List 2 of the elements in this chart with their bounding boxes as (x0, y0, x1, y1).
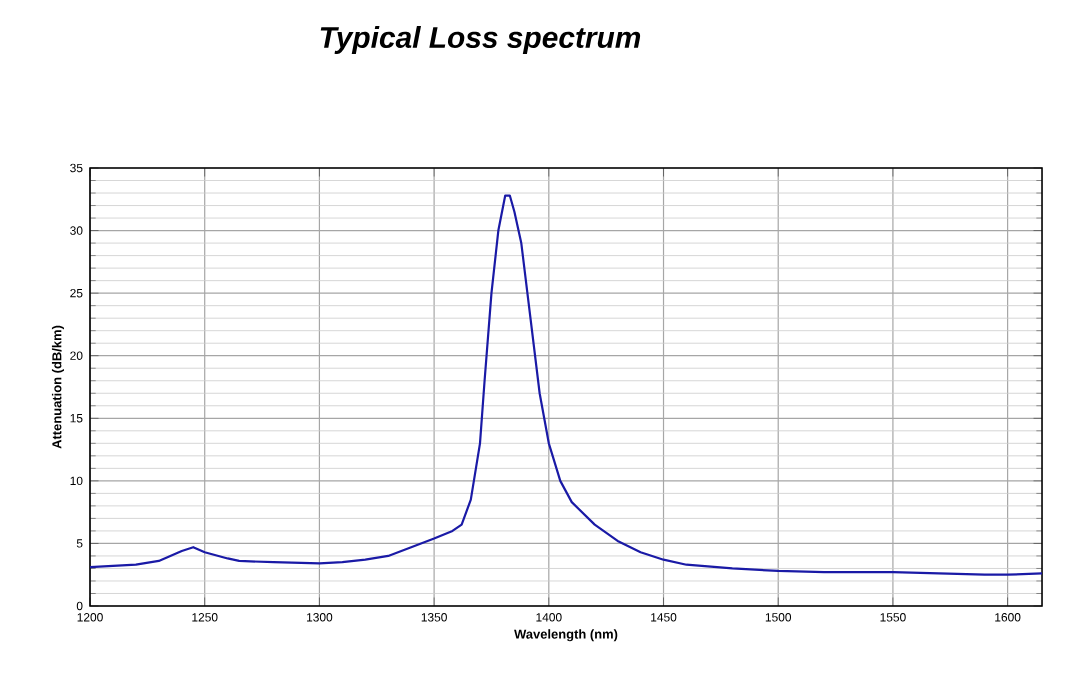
chart-title: Typical Loss spectrum (320, 26, 641, 54)
line-series (90, 194, 1043, 576)
